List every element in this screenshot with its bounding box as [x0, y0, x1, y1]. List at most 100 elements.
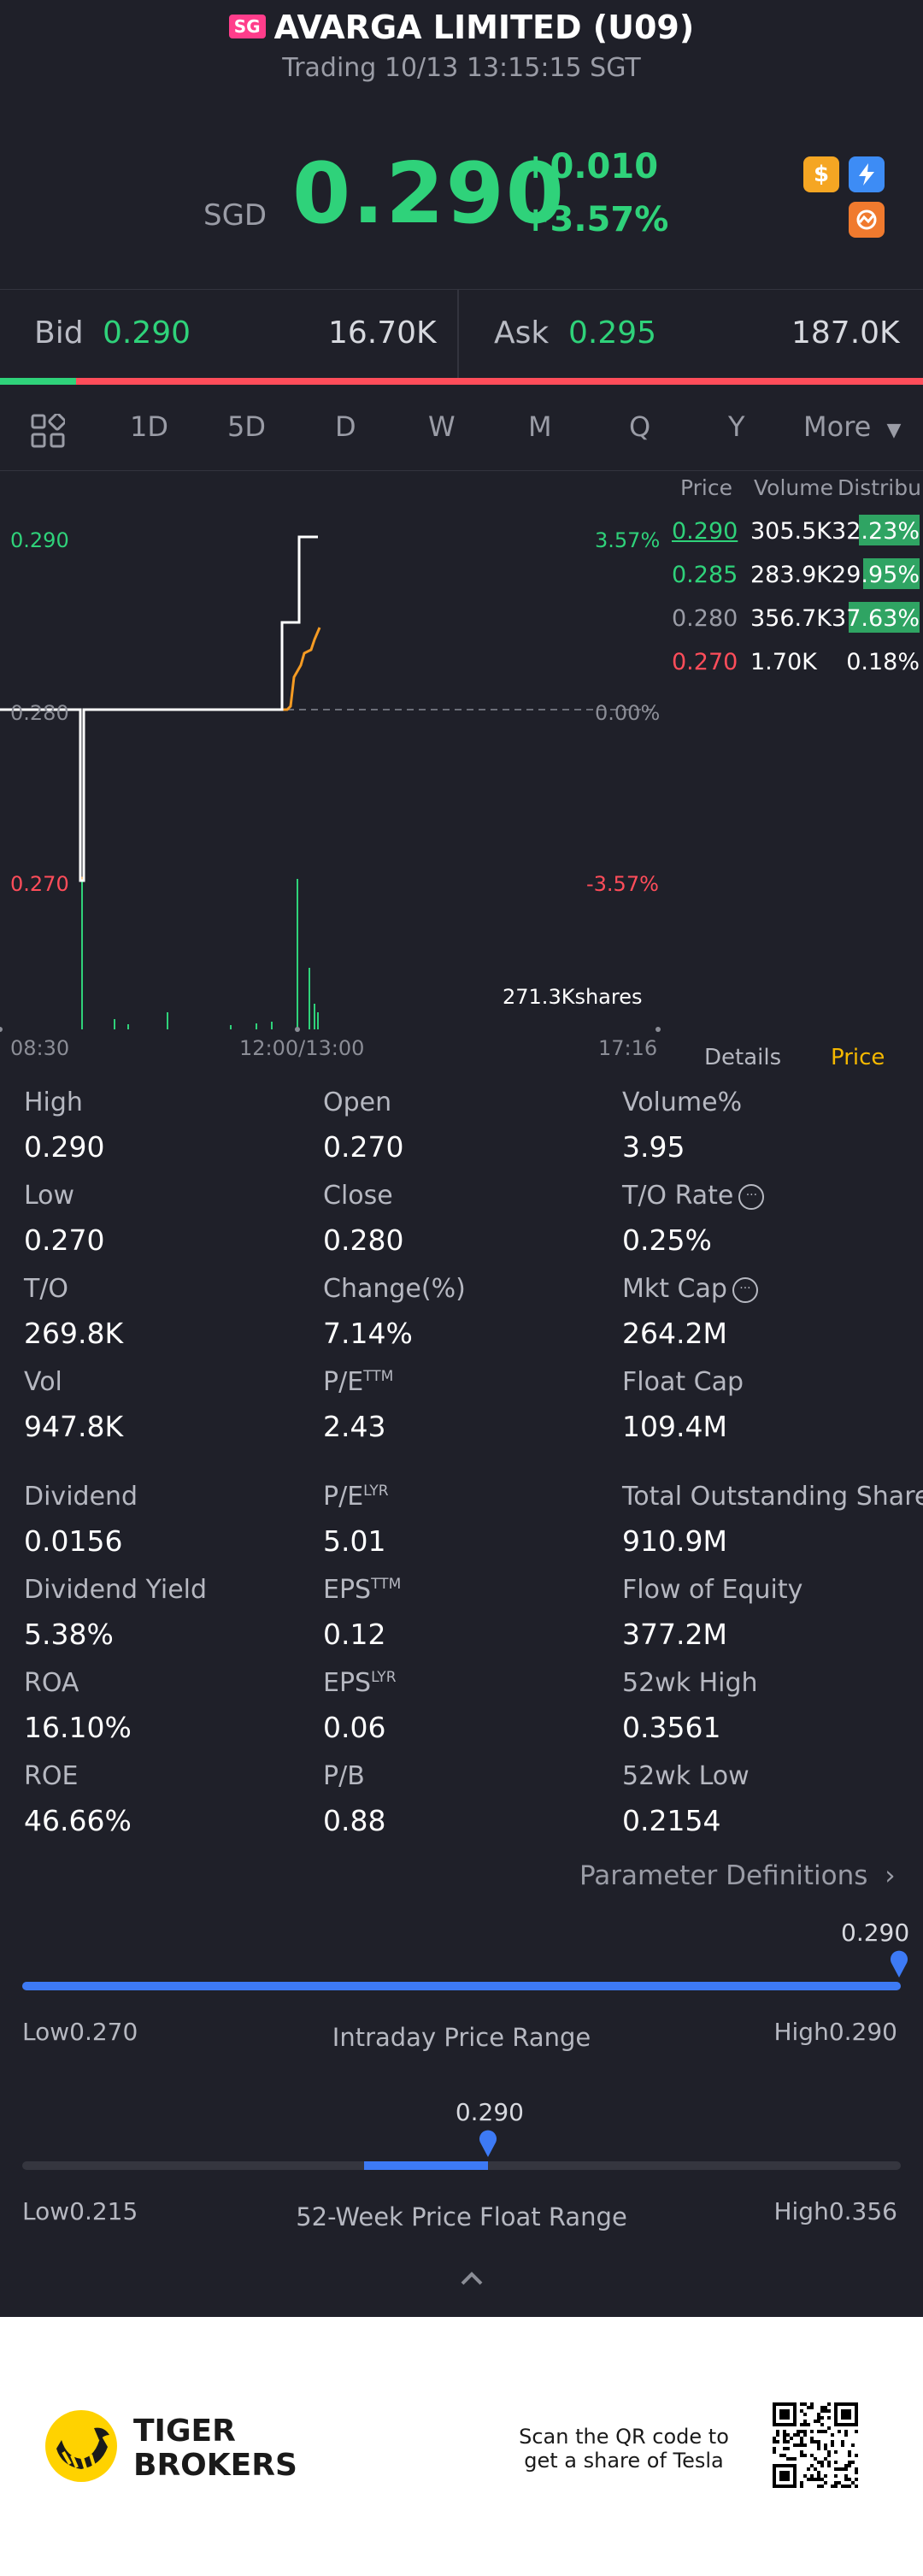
title-row: SG AVARGA LIMITED (U09)	[0, 9, 923, 46]
qr-module	[810, 2464, 814, 2467]
ask-size: 187.0K	[791, 315, 900, 351]
ob-price: 0.270	[672, 649, 738, 675]
stat-value: 3.95	[622, 1130, 685, 1164]
qr-module	[820, 2409, 824, 2413]
intraday-chart[interactable]: 0.290 0.280 0.270 3.57% 0.00% -3.57% 271…	[0, 472, 667, 1062]
stat-label-text: 52wk Low	[622, 1761, 750, 1791]
stat-label: Open	[323, 1088, 391, 1117]
qr-module	[817, 2413, 820, 2416]
ob-header-price: Price	[680, 475, 732, 500]
stat-label-text: ROA	[24, 1668, 79, 1698]
stat-label: Mkt Cap ···	[622, 1274, 758, 1304]
pattern-icon[interactable]	[849, 202, 885, 238]
qr-module	[803, 2413, 807, 2416]
tab-details[interactable]: Details	[704, 1045, 782, 1070]
intraday-high-label: High	[773, 2018, 829, 2046]
stat-label: Low	[24, 1181, 74, 1211]
average-price-line	[0, 627, 321, 880]
stat-label-text: P/E	[323, 1482, 364, 1512]
intraday-high: High0.290	[773, 2018, 897, 2046]
qr-module	[824, 2481, 827, 2485]
qr-module	[800, 2485, 803, 2488]
stat-label-text: 52wk High	[622, 1668, 758, 1698]
qr-module	[831, 2433, 834, 2437]
qr-module	[803, 2430, 807, 2433]
ob-volume: 283.9K	[750, 562, 832, 588]
stat-label-text: Change(%)	[323, 1274, 466, 1304]
chevron-down-icon: ▼	[886, 420, 902, 441]
y-label-low: 0.270	[10, 872, 69, 896]
qr-module	[817, 2461, 820, 2464]
stat-value: 0.25%	[622, 1223, 712, 1257]
qr-module	[855, 2467, 858, 2471]
tab-w[interactable]: W	[428, 410, 456, 443]
ob-dist: 0.18%	[846, 649, 920, 675]
ob-dist: 37.63%	[832, 605, 920, 632]
parameter-definitions-label: Parameter Definitions	[579, 1860, 868, 1891]
qr-module	[797, 2430, 800, 2433]
qr-module	[827, 2402, 831, 2406]
stat-label-text: P/B	[323, 1761, 365, 1791]
intraday-current-value: 0.290	[841, 1919, 910, 1947]
stat-value: 0.06	[323, 1711, 386, 1744]
qr-module	[841, 2467, 844, 2471]
lightning-icon[interactable]	[849, 156, 885, 192]
tab-5d[interactable]: 5D	[227, 410, 266, 443]
tab-1d[interactable]: 1D	[130, 410, 168, 443]
stat-value: 0.3561	[622, 1711, 721, 1744]
market-badge: SG	[228, 14, 266, 38]
qr-module	[855, 2478, 858, 2481]
tab-d[interactable]: D	[335, 410, 356, 443]
stat-label: Dividend Yield	[24, 1575, 207, 1605]
x-label-start: 08:30	[10, 1036, 70, 1060]
more-info-icon[interactable]: ···	[738, 1183, 765, 1210]
qr-module	[841, 2485, 844, 2488]
qr-module	[814, 2440, 817, 2443]
qr-module	[838, 2467, 841, 2471]
stat-label-text: Vol	[24, 1367, 62, 1397]
qr-module	[810, 2406, 814, 2409]
axis-dot	[295, 1027, 300, 1032]
qr-module	[820, 2406, 824, 2409]
qr-module	[817, 2474, 820, 2478]
intraday-range-track	[22, 1982, 901, 1990]
tab-more[interactable]: More ▼	[803, 410, 901, 443]
qr-module	[800, 2409, 803, 2413]
y-pct-mid: 0.00%	[595, 701, 661, 725]
qr-module	[779, 2471, 790, 2481]
qr-module	[838, 2481, 841, 2485]
ob-header-dist: Distribu	[838, 475, 921, 500]
qr-module	[800, 2423, 803, 2426]
qr-module	[800, 2430, 803, 2433]
qr-module	[797, 2433, 800, 2437]
week52-low-label: Low	[22, 2197, 70, 2225]
tab-price[interactable]: Price	[831, 1045, 885, 1070]
tab-y[interactable]: Y	[728, 410, 745, 443]
qr-module	[783, 2430, 786, 2433]
tab-q[interactable]: Q	[629, 410, 651, 443]
qr-module	[820, 2416, 824, 2420]
volume-label: 271.3Kshares	[503, 985, 643, 1009]
stat-value: 0.2154	[622, 1804, 721, 1837]
tab-m[interactable]: M	[528, 410, 552, 443]
qr-module	[790, 2437, 793, 2440]
qr-code-icon[interactable]	[773, 2402, 858, 2488]
dollar-icon[interactable]: $	[803, 156, 839, 192]
ob-row: 0.280 356.7K 37.63%	[667, 602, 923, 636]
qr-module	[783, 2433, 786, 2437]
chevron-up-icon[interactable]	[460, 2271, 484, 2290]
ob-row: 0.285 283.9K 29.95%	[667, 558, 923, 592]
bid-price: 0.290	[103, 315, 191, 351]
qr-caption: Scan the QR code to get a share of Tesla	[513, 2425, 735, 2473]
grid-icon[interactable]	[31, 412, 67, 451]
qr-module	[783, 2440, 786, 2443]
parameter-definitions-link[interactable]: Parameter Definitions ›	[579, 1860, 896, 1891]
stat-label: Float Cap	[622, 1367, 744, 1397]
price-change: +0.010	[521, 147, 659, 186]
more-info-icon[interactable]: ···	[732, 1276, 758, 1303]
axis-dot	[0, 1027, 3, 1032]
qr-module	[807, 2423, 810, 2426]
qr-module	[810, 2474, 814, 2478]
qr-module	[817, 2416, 820, 2420]
bid-ask-ratio-bar	[0, 378, 923, 385]
